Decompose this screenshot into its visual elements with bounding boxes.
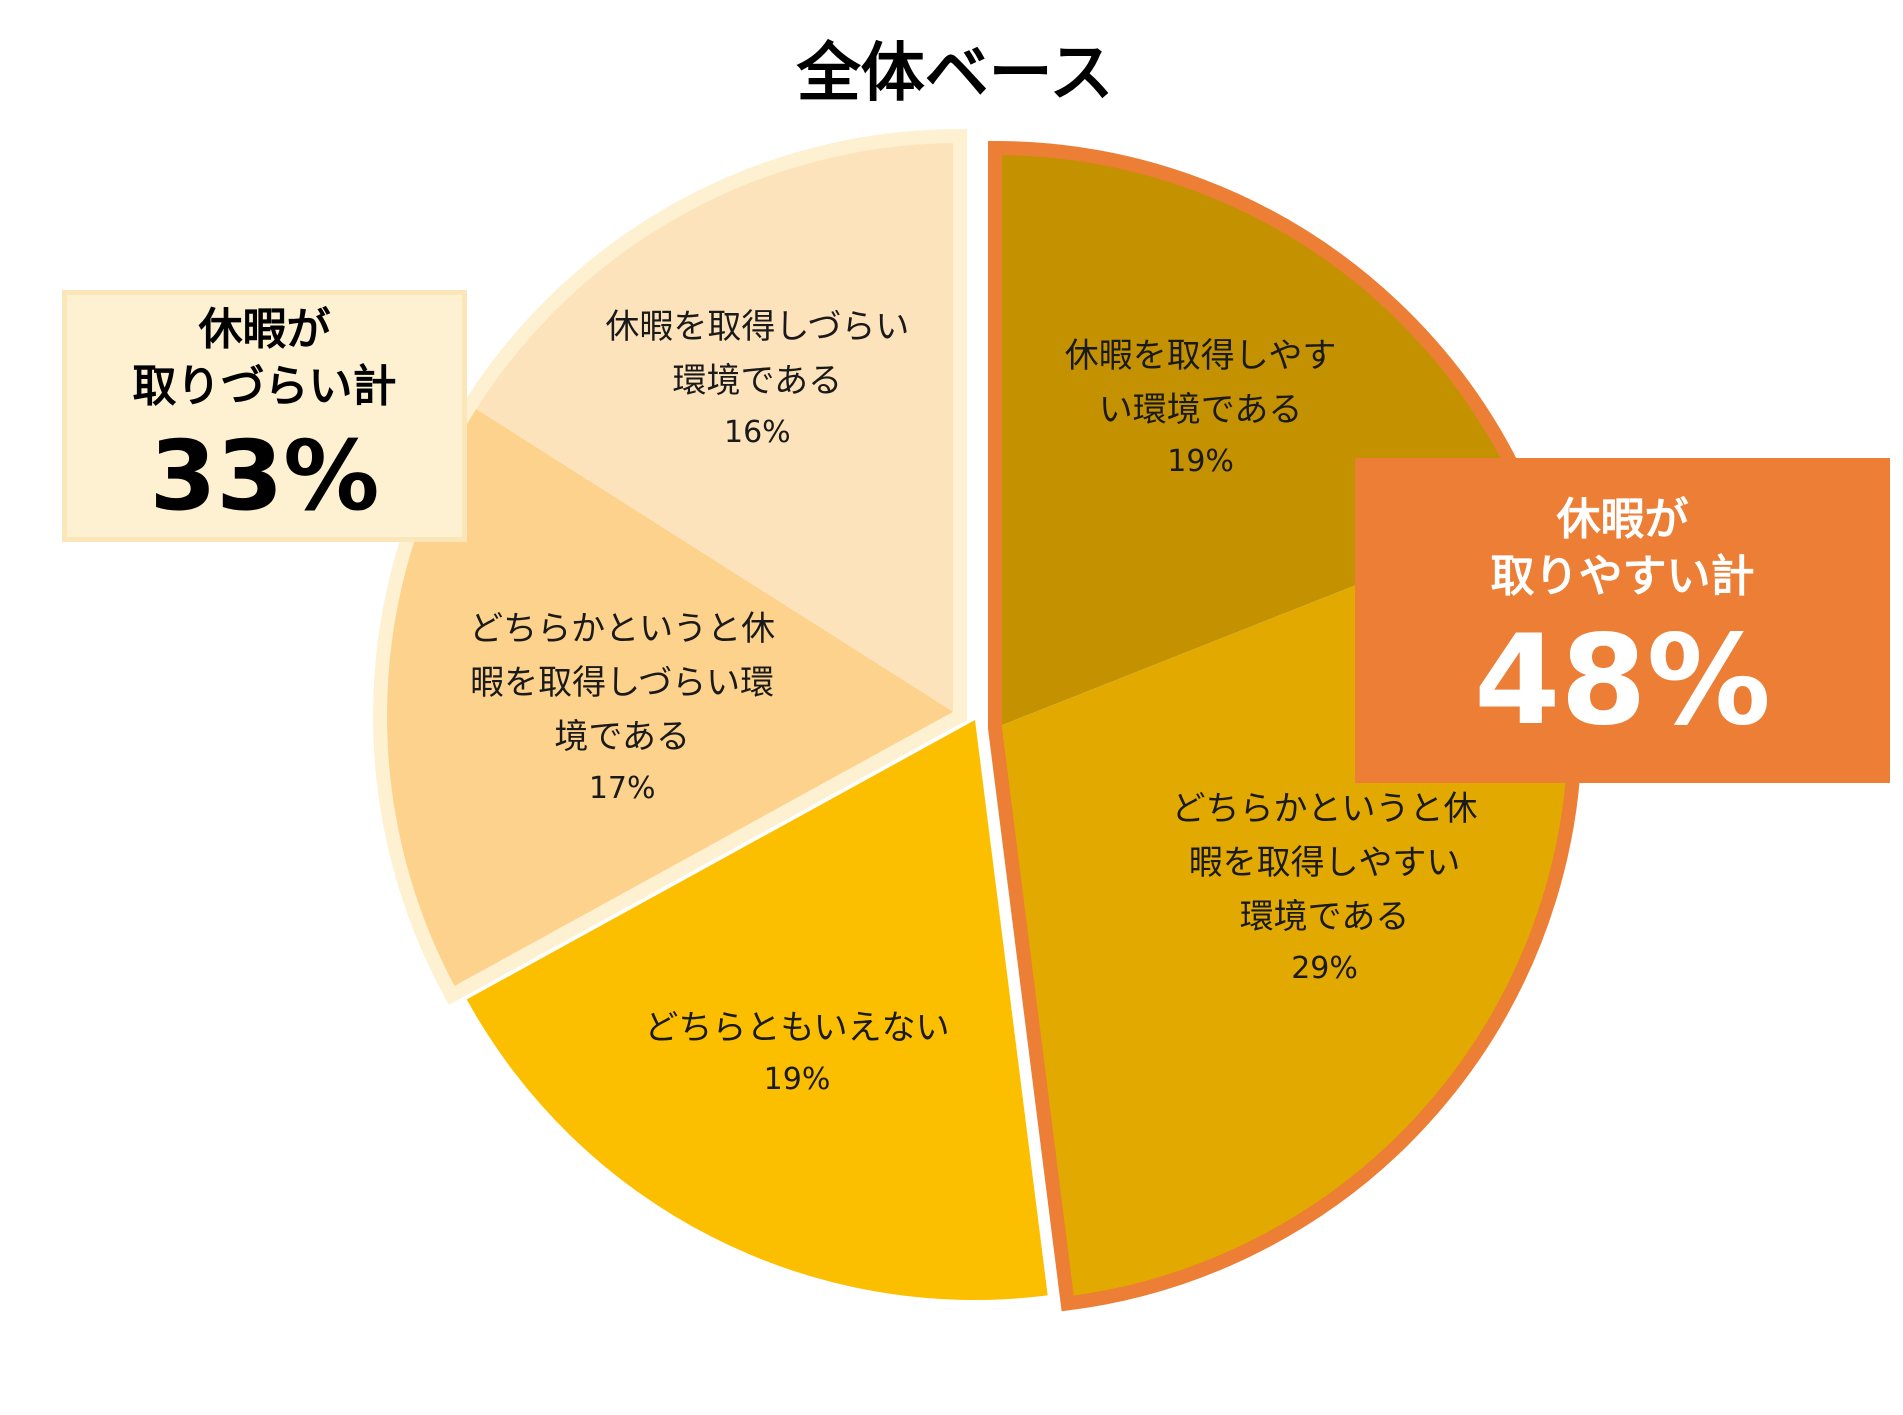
pie-slice-label-line: 境である — [554, 717, 690, 757]
pie-slice-label-line: どちらかというと休 — [1172, 789, 1478, 829]
pie-slice-labels: 休暇を取得しやすい環境である19%どちらかというと休暇を取得しやすい環境である2… — [469, 307, 1477, 1097]
pie-slice-3 — [380, 405, 960, 996]
chart-title: 全体ベース — [796, 37, 1114, 111]
pie-slice-label-line: 休暇を取得しづらい — [605, 307, 909, 347]
hard-to-take-total-callout: 休暇が 取りづらい計 33% — [62, 290, 467, 542]
easy-to-take-total-value: 48% — [1474, 609, 1771, 754]
easy-to-take-total-callout: 休暇が 取りやすい計 48% — [1355, 458, 1890, 783]
hard-to-take-total-label: 休暇が 取りづらい計 — [132, 303, 397, 412]
pie-slices — [373, 128, 1583, 1312]
pie-slice-2 — [466, 720, 1048, 1300]
pie-slice-label-line: 休暇を取得しやす — [1065, 336, 1337, 376]
pie-slice-label-line: い環境である — [1099, 390, 1303, 430]
pie-slice-label-line: どちらともいえない — [644, 1008, 949, 1048]
pie-slice-label-line: 環境である — [673, 361, 843, 401]
pie-slice-label-2: どちらともいえない 19% — [644, 1008, 949, 1097]
pie-slice-value-label: 29% — [1291, 951, 1358, 986]
pie-slice-0 — [995, 148, 1535, 728]
pie-slice-label-line: 暇を取得しづらい環 — [470, 663, 774, 703]
pie-slice-value-label: 16% — [724, 415, 791, 450]
pie-slice-4 — [470, 136, 960, 716]
pie-slice-label-line: 環境である — [1240, 897, 1410, 937]
pie-slice-value-label: 19% — [764, 1062, 831, 1097]
easy-to-take-total-label: 休暇が 取りやすい計 — [1490, 494, 1755, 603]
hard-to-take-total-value: 33% — [149, 419, 380, 532]
pie-slice-value-label: 19% — [1167, 444, 1234, 479]
pie-slice-label-line: 暇を取得しやすい — [1189, 843, 1461, 883]
pie-slice-label-line: どちらかというと休 — [469, 609, 775, 649]
pie-slice-value-label: 17% — [589, 771, 656, 806]
